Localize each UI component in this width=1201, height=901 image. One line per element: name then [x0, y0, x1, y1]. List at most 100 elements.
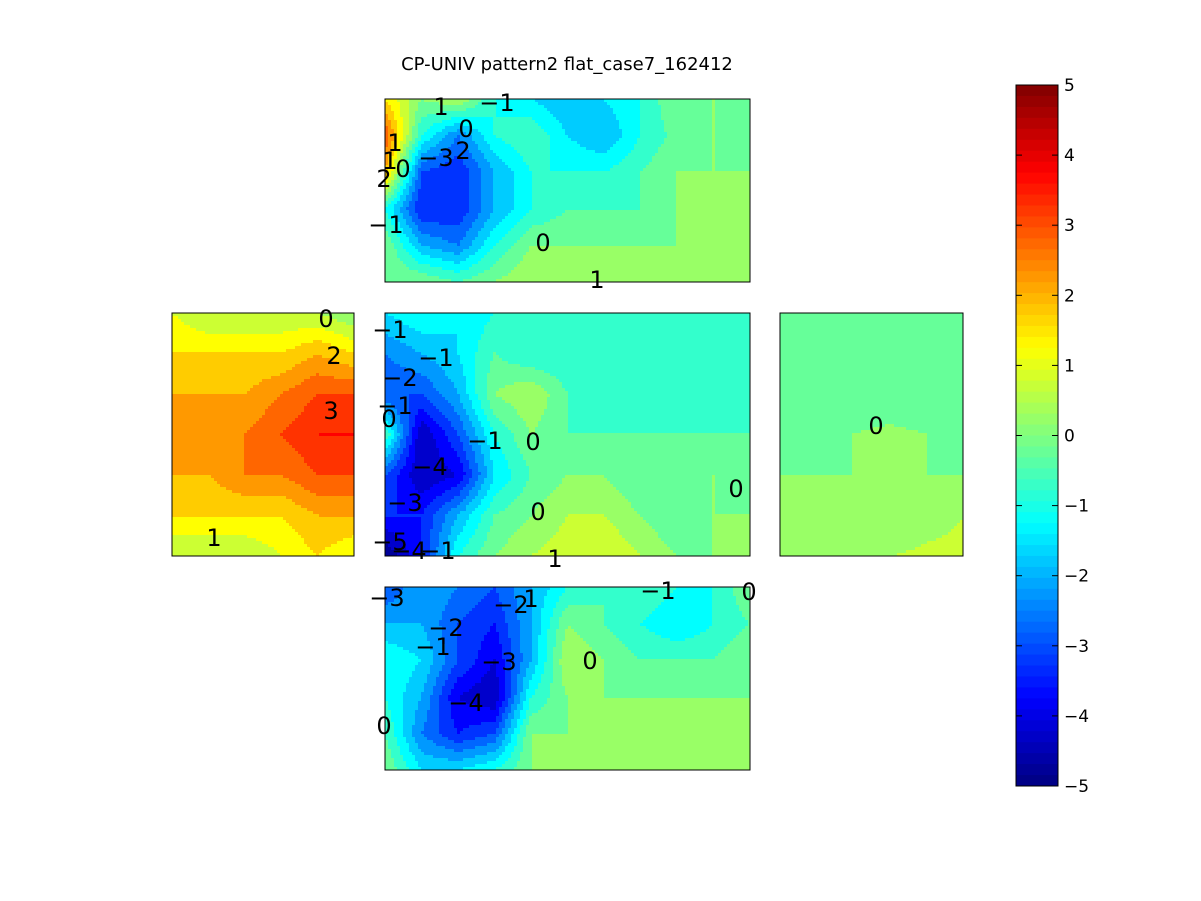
- colorbar-band: [1016, 282, 1058, 293]
- colorbar-band: [1016, 348, 1058, 359]
- colorbar-band: [1016, 85, 1058, 96]
- colorbar-tick-label: 1: [1064, 356, 1075, 376]
- contour-label: 0: [535, 229, 550, 257]
- contour-label: 0: [376, 712, 391, 740]
- colorbar-band: [1016, 315, 1058, 326]
- colorbar-band: [1016, 271, 1058, 282]
- colorbar-band: [1016, 742, 1058, 753]
- colorbar-band: [1016, 545, 1058, 556]
- colorbar-band: [1016, 326, 1058, 337]
- colorbar-band: [1016, 490, 1058, 501]
- colorbar-band: [1016, 260, 1058, 271]
- colorbar-band: [1016, 622, 1058, 633]
- colorbar-band: [1016, 655, 1058, 666]
- contour-label: 0: [530, 498, 545, 526]
- contour-label: 1: [433, 93, 448, 121]
- colorbar-band: [1016, 151, 1058, 162]
- contour-label: 0: [525, 428, 540, 456]
- colorbar-band: [1016, 644, 1058, 655]
- colorbar-tick-label: −3: [1064, 637, 1089, 657]
- contour-label: 0: [728, 475, 743, 503]
- contour-label: 0: [395, 155, 410, 183]
- colorbar-band: [1016, 162, 1058, 173]
- colorbar-tick-label: 5: [1064, 76, 1075, 96]
- colorbar-band: [1016, 414, 1058, 425]
- colorbar-tick-label: 3: [1064, 216, 1075, 236]
- colorbar-band: [1016, 775, 1058, 786]
- colorbar-band: [1016, 205, 1058, 216]
- contour-label: −3: [387, 489, 422, 517]
- colorbar-band: [1016, 227, 1058, 238]
- colorbar-band: [1016, 249, 1058, 260]
- colorbar-band: [1016, 184, 1058, 195]
- colorbar-band: [1016, 96, 1058, 107]
- panel-top: [385, 99, 750, 282]
- colorbar-band: [1016, 457, 1058, 468]
- contour-label: 1: [206, 524, 221, 552]
- colorbar-tick-label: 2: [1064, 286, 1075, 306]
- colorbar-band: [1016, 337, 1058, 348]
- contour-label: −1: [372, 316, 407, 344]
- colorbar-band: [1016, 534, 1058, 545]
- colorbar-tick-label: 4: [1064, 146, 1075, 166]
- colorbar-band: [1016, 173, 1058, 184]
- contour-label: 1: [523, 585, 538, 613]
- colorbar-band: [1016, 687, 1058, 698]
- colorbar-tick-label: −4: [1064, 707, 1089, 727]
- colorbar-band: [1016, 129, 1058, 140]
- chart-title: CP-UNIV pattern2 flat_case7_162412: [401, 54, 733, 75]
- colorbar-band: [1016, 567, 1058, 578]
- contour-label: 0: [582, 647, 597, 675]
- colorbar-band: [1016, 512, 1058, 523]
- contour-label: −4: [412, 453, 447, 481]
- contour-label: −3: [481, 648, 516, 676]
- contour-label: 3: [323, 397, 338, 425]
- colorbar-band: [1016, 140, 1058, 151]
- colorbar-band: [1016, 468, 1058, 479]
- colorbar-band: [1016, 118, 1058, 129]
- colorbar-band: [1016, 195, 1058, 206]
- contour-label: 1: [589, 266, 604, 294]
- contour-label: −1: [479, 89, 514, 117]
- colorbar-band: [1016, 425, 1058, 436]
- contour-label: −1: [467, 427, 502, 455]
- contour-label: −4: [448, 689, 483, 717]
- colorbar-band: [1016, 600, 1058, 611]
- colorbar: 5 4 3 2 1 0 −1 −2 −3 −4 −5: [1016, 76, 1089, 797]
- colorbar-band: [1016, 764, 1058, 775]
- colorbar-band: [1016, 709, 1058, 720]
- contour-label: 0: [741, 578, 756, 606]
- contour-label: 0: [381, 405, 396, 433]
- colorbar-tick-label: −1: [1064, 497, 1089, 517]
- contour-label: −3: [418, 144, 453, 172]
- colorbar-band: [1016, 698, 1058, 709]
- colorbar-band: [1016, 633, 1058, 644]
- contour-label: −1: [368, 211, 403, 239]
- contour-label: −1: [420, 537, 455, 565]
- contour-label: −1: [418, 344, 453, 372]
- colorbar-band: [1016, 392, 1058, 403]
- colorbar-band: [1016, 589, 1058, 600]
- contour-label: 2: [376, 165, 391, 193]
- colorbar-band: [1016, 666, 1058, 677]
- contour-label: −3: [369, 584, 404, 612]
- colorbar-band: [1016, 238, 1058, 249]
- colorbar-tick-label: −5: [1064, 777, 1089, 797]
- contour-label: 0: [318, 305, 333, 333]
- contour-label: 0: [868, 412, 883, 440]
- colorbar-band: [1016, 446, 1058, 457]
- colorbar-band: [1016, 501, 1058, 512]
- colorbar-band: [1016, 370, 1058, 381]
- contour-label: 1: [547, 545, 562, 573]
- colorbar-band: [1016, 479, 1058, 490]
- colorbar-band: [1016, 676, 1058, 687]
- colorbar-band: [1016, 216, 1058, 227]
- colorbar-tick-label: −2: [1064, 567, 1089, 587]
- colorbar-tick-label: 0: [1064, 427, 1075, 447]
- colorbar-band: [1016, 304, 1058, 315]
- contour-label: 2: [326, 342, 341, 370]
- colorbar-band: [1016, 436, 1058, 447]
- colorbar-band: [1016, 107, 1058, 118]
- colorbar-band: [1016, 753, 1058, 764]
